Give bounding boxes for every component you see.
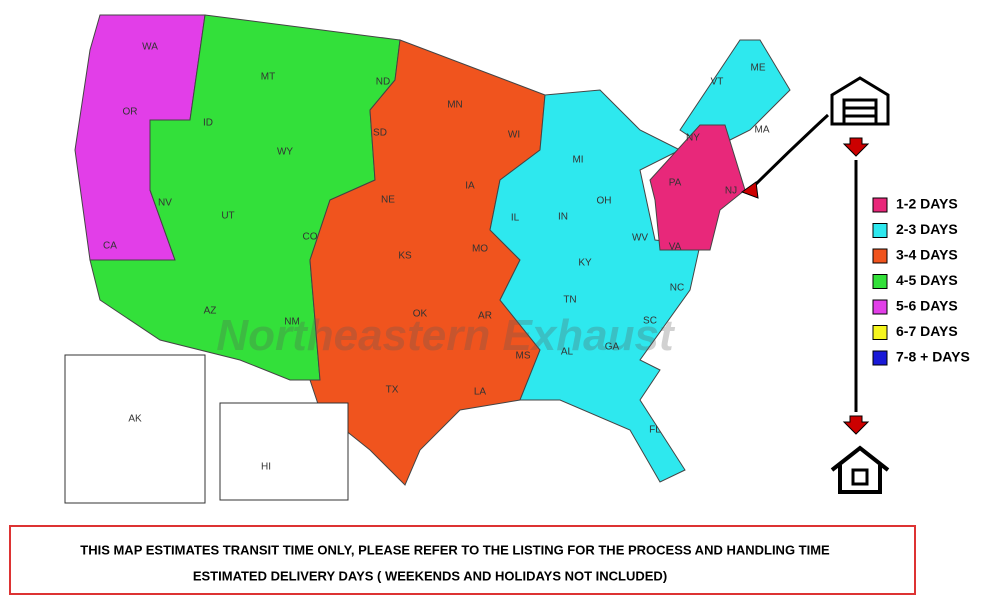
state-label: WI (508, 130, 520, 141)
state-label: OK (413, 309, 428, 320)
alaska-inset (64, 354, 206, 504)
state-label: NY (686, 133, 700, 144)
legend-label: 2-3 DAYS (896, 221, 958, 237)
arrow-head (842, 137, 870, 157)
warehouse-icon (830, 76, 890, 126)
state-label: AL (561, 347, 574, 358)
watermark: Northeastern Exhaust (216, 311, 676, 360)
hawaii-inset (219, 402, 349, 501)
legend-swatch (872, 325, 888, 340)
state-label: AK (128, 414, 142, 425)
state-label: NV (158, 198, 172, 209)
notice-line: ESTIMATED DELIVERY DAYS ( WEEKENDS AND H… (193, 568, 667, 583)
legend-swatch (872, 274, 888, 289)
arrow-head (740, 181, 759, 199)
arrow (750, 113, 830, 190)
state-label: HI (261, 462, 271, 473)
legend-swatch (872, 248, 888, 264)
state-label: CO (303, 232, 318, 243)
house-icon (830, 445, 890, 494)
state-label: PA (669, 178, 682, 189)
state-label: FL (649, 425, 661, 436)
notice-line: THIS MAP ESTIMATES TRANSIT TIME ONLY, PL… (80, 542, 830, 557)
state-label: AR (478, 311, 492, 322)
legend-label: 5-6 DAYS (896, 298, 958, 314)
state-label: AZ (204, 306, 217, 317)
state-label: IN (558, 212, 568, 223)
state-label: CA (103, 241, 117, 252)
legend-swatch (872, 223, 888, 238)
legend-swatch (872, 299, 888, 315)
state-label: ME (751, 63, 766, 74)
state-label: KY (578, 258, 592, 269)
state-label: GA (605, 342, 620, 353)
state-label: NE (381, 195, 395, 206)
state-label: MA (755, 125, 770, 136)
legend-label: 7-8 + DAYS (896, 349, 970, 365)
state-label: UT (221, 211, 234, 222)
state-label: IL (511, 213, 520, 224)
state-label: MT (261, 72, 275, 83)
state-label: LA (474, 387, 487, 398)
state-label: IA (465, 181, 475, 192)
state-label: ID (203, 118, 213, 129)
state-label: MO (472, 244, 488, 255)
legend-swatch (872, 350, 888, 366)
state-label: VA (669, 242, 682, 253)
region (489, 89, 701, 483)
state-label: TX (386, 385, 399, 396)
legend-swatch (872, 197, 888, 213)
state-label: WV (632, 233, 648, 244)
arrow-head (842, 415, 870, 435)
state-label: NM (284, 317, 300, 328)
notice-box (9, 525, 916, 595)
state-label: VT (711, 77, 724, 88)
legend-label: 6-7 DAYS (896, 323, 958, 339)
state-label: MI (572, 155, 583, 166)
state-label: TN (563, 295, 576, 306)
state-label: ND (376, 77, 390, 88)
state-label: SD (373, 128, 387, 139)
state-label: MN (447, 100, 463, 111)
state-label: OR (123, 107, 138, 118)
legend-label: 1-2 DAYS (896, 196, 958, 212)
state-label: NC (670, 283, 684, 294)
state-label: NJ (725, 186, 737, 197)
state-label: OH (597, 196, 612, 207)
region (649, 124, 746, 251)
state-label: MS (516, 351, 531, 362)
state-label: KS (398, 251, 412, 262)
state-label: WY (277, 147, 293, 158)
legend-label: 3-4 DAYS (896, 247, 958, 263)
legend-label: 4-5 DAYS (896, 272, 958, 288)
state-label: WA (142, 42, 158, 53)
state-label: SC (643, 316, 657, 327)
